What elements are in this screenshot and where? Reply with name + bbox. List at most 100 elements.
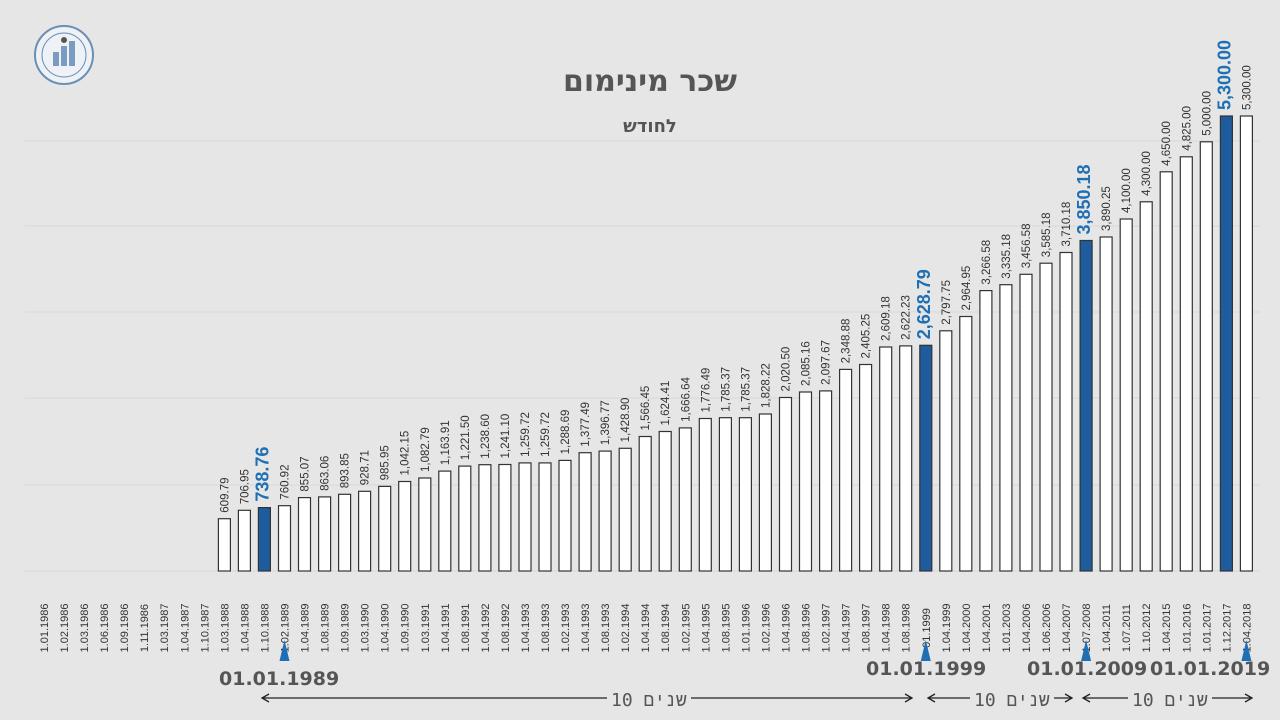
value-label: 1,241.10 [500,414,512,459]
value-label: 1,259.72 [540,412,552,457]
value-label: 5,300.00 [1241,65,1253,110]
category-label: 1.10.2012 [1141,604,1153,653]
value-label: 4,300.00 [1141,151,1153,196]
bar [498,463,512,572]
category-label: 1.02.1993 [560,604,572,653]
category-label: 1.02.1986 [59,604,71,653]
value-label: 3,456.58 [1021,224,1033,269]
value-label: 2,020.50 [781,347,793,392]
bar [237,509,251,572]
arrow-head-icon [1081,693,1091,703]
bar [798,391,813,572]
bar [838,368,853,572]
bar [999,284,1013,572]
bar [478,464,492,572]
arrow-head-icon [1064,693,1074,703]
category-label: 1.08.1989 [320,604,332,653]
category-label: 1.03.1990 [360,604,372,653]
category-label: 1.08.1992 [500,604,512,653]
category-label: 1.11.1986 [139,604,151,652]
category-label: 1.08.1993 [600,604,612,653]
value-label: 1,666.64 [680,377,692,422]
category-label: 1.08.1993 [540,604,552,653]
category-label: 1.08.1996 [801,604,813,653]
milestone-marker-icon [1081,640,1092,661]
value-label: 1,566.45 [640,386,652,431]
value-label: 1,288.69 [560,410,572,455]
bar [1239,115,1254,572]
value-label: 863.06 [320,456,332,491]
bar [398,480,412,572]
category-label: 1.04.1989 [300,604,312,653]
value-label: 985.95 [380,445,392,480]
category-label: 1.01.2017 [1201,604,1213,653]
bar [618,447,632,572]
category-label: 1.02.1997 [821,604,833,653]
bar [899,345,913,572]
category-label: 01.1999 [921,608,933,648]
value-label: 1,785.37 [720,367,732,412]
value-label: 2,085.16 [801,341,813,386]
bar [1219,115,1234,572]
value-label: 5,000.00 [1201,91,1213,136]
category-label: 1.04.1992 [480,604,492,653]
category-label: 1.04.1990 [380,604,392,653]
category-label: 1.04.1999 [941,604,953,653]
decade-label: 10 שנים [970,690,1054,712]
bar [358,490,372,572]
category-label: 1.03.1991 [420,604,432,653]
decade-label: 10 שנים [607,690,691,712]
bar [778,396,793,572]
value-label: 3,266.58 [981,240,993,285]
value-label: 855.07 [300,456,312,491]
category-label: 1.03.1988 [219,604,231,653]
category-label: 1.07.2008 [1081,604,1093,653]
bar [698,417,712,572]
bar [818,390,833,572]
milestone-marker-icon [279,640,290,661]
value-label: 1,428.90 [620,398,632,443]
value-label: 2,609.18 [881,296,893,341]
category-label: 1.04.1991 [440,604,452,653]
category-label: 1.01.1986 [39,604,51,653]
bar [297,497,312,572]
category-label: 1.08.1998 [901,604,913,653]
category-label: 1.04.1995 [700,604,712,653]
category-label: 1.04.1998 [881,604,893,653]
bar [718,417,733,572]
category-label: 1.03.1986 [79,604,91,653]
category-label: 1.08.1995 [720,604,732,653]
bar [1059,251,1073,572]
milestone-label: 01.01.1999 [866,658,987,680]
category-label: 1.08.1994 [660,604,672,653]
value-label: 4,650.00 [1161,121,1173,166]
bar [919,344,933,572]
arrow-head-icon [904,693,914,703]
bar [217,518,231,572]
value-label: 1,624.41 [660,381,672,426]
bar [257,507,271,572]
bar [1159,171,1173,572]
bar [879,346,893,572]
bar [979,290,993,572]
category-label: 1.04.2015 [1161,604,1173,653]
value-label: 738.76 [252,447,272,502]
value-label: 2,097.67 [821,340,833,385]
logo-seal-icon [34,25,94,85]
bar [518,462,532,572]
value-label: 1,238.60 [480,414,492,459]
chart-title: שכר מינימום [562,64,738,99]
bar [558,459,572,572]
bar [1199,141,1213,572]
category-label: 1.06.1986 [99,604,111,653]
category-label: 1.03.1987 [159,604,171,653]
value-label: 1,163.91 [440,420,452,465]
category-label: 1.04.1996 [781,604,793,653]
value-label: 5,300.00 [1214,40,1234,110]
bar [658,430,672,572]
category-label: 1.04.1994 [640,604,652,653]
chart-subtitle: לחודש [623,116,677,137]
bar [458,465,472,572]
